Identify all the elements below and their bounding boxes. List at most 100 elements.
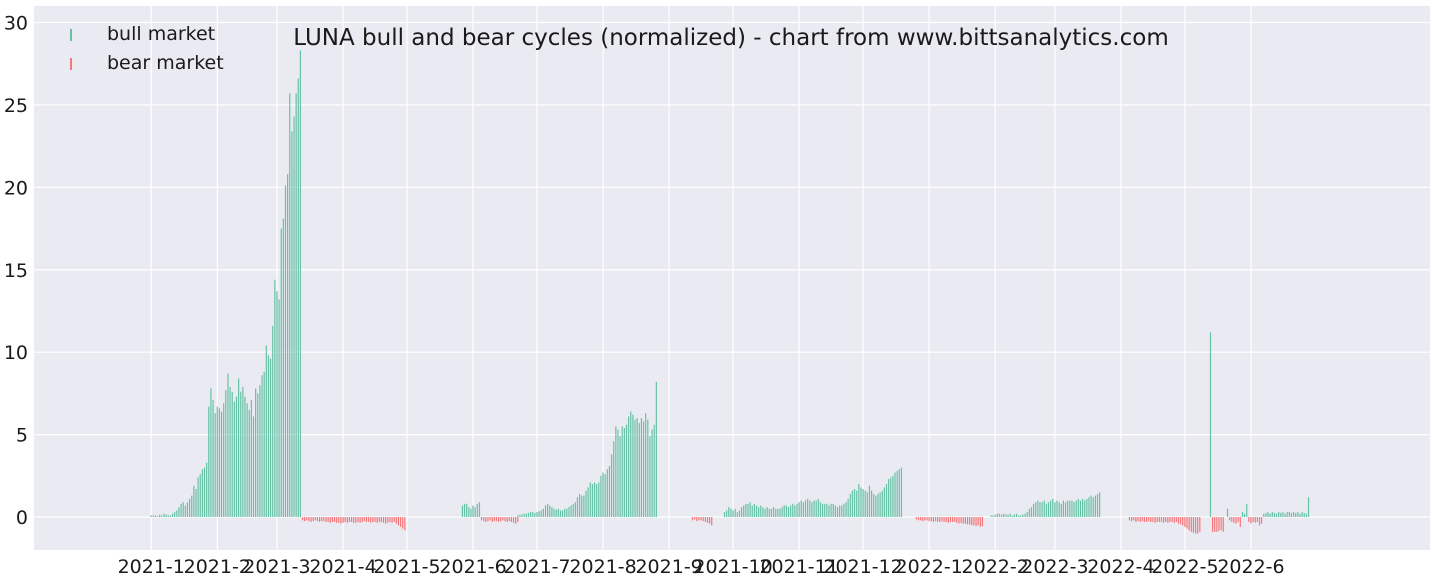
bull-bar — [602, 472, 604, 518]
bear-bar — [930, 517, 932, 522]
bear-bar — [1231, 517, 1233, 522]
bear-bar — [1128, 517, 1131, 521]
bull-bar — [745, 503, 747, 518]
y-tick-label: 15 — [4, 260, 28, 282]
bull-bar — [248, 409, 250, 518]
x-tick-label: 2021-10 — [693, 556, 772, 578]
bull-bar — [736, 512, 738, 518]
bull-bar — [1079, 500, 1082, 518]
bull-bar — [1024, 513, 1026, 518]
bull-bar — [998, 513, 1001, 518]
bull-bar — [794, 505, 796, 518]
bull-bar — [798, 502, 800, 518]
bear-bar — [1194, 517, 1197, 534]
bear-bar — [979, 517, 981, 527]
bear-bar — [502, 517, 504, 521]
bull-bar — [1088, 497, 1090, 518]
bear-bar — [493, 517, 495, 522]
bear-bar — [393, 517, 395, 522]
bull-bar — [890, 477, 892, 518]
bull-bar — [608, 465, 611, 518]
bear-bar — [370, 517, 372, 523]
bull-bar — [1001, 514, 1003, 518]
bull-bar — [529, 512, 532, 518]
bear-bar — [397, 517, 400, 526]
bear-bar — [344, 517, 346, 522]
bull-bar — [815, 500, 817, 518]
x-tick-label: 2022-1 — [895, 556, 962, 578]
bear-bar — [1150, 517, 1152, 522]
bull-bar — [478, 502, 481, 518]
bull-bar — [547, 503, 549, 518]
bear-bar — [941, 517, 943, 522]
bear-bar — [382, 517, 385, 523]
bull-bar — [282, 218, 284, 518]
bull-bar — [1075, 500, 1077, 518]
bear-bar — [512, 517, 515, 523]
bull-bar — [1069, 500, 1071, 518]
bull-bar — [768, 508, 770, 518]
bull-bar — [1269, 513, 1271, 518]
bear-bar — [1162, 517, 1165, 523]
bear-bar — [1261, 517, 1263, 524]
bull-bar — [572, 503, 574, 518]
bear-bar — [928, 517, 930, 522]
bear-bar — [924, 517, 926, 521]
bear-bar — [318, 517, 321, 522]
bull-bar — [1084, 500, 1086, 518]
y-tick-label: 0 — [16, 507, 28, 529]
bull-bar — [532, 512, 534, 518]
bear-bar — [1145, 517, 1148, 522]
bear-bar — [1254, 517, 1256, 523]
bull-bar — [900, 467, 903, 518]
bear-bar — [1252, 517, 1254, 522]
bear-bar — [321, 517, 323, 522]
x-tick-label: 2021-12 — [823, 556, 902, 578]
bear-bar — [355, 517, 357, 523]
bull-bar — [758, 507, 760, 518]
bear-bar — [937, 517, 939, 522]
bull-bar — [191, 495, 193, 518]
bear-bar — [1233, 517, 1235, 523]
bull-bar — [163, 513, 165, 518]
bear-bar — [1220, 517, 1222, 531]
bull-bar — [1073, 502, 1075, 518]
bull-bar — [1013, 514, 1015, 518]
bull-bar — [743, 505, 745, 518]
bear-bar — [704, 517, 706, 522]
bull-bar — [836, 507, 839, 518]
bull-bar — [566, 508, 568, 518]
bear-bar — [691, 517, 694, 521]
bear-bar — [1141, 517, 1143, 522]
bear-bar — [306, 517, 308, 521]
bull-bar — [1018, 515, 1020, 518]
bull-bar — [218, 408, 221, 518]
bull-bar — [800, 500, 802, 518]
x-tick-label: 2022-5 — [1151, 556, 1218, 578]
bear-bar — [1158, 517, 1160, 522]
x-tick-label: 2021-4 — [309, 556, 376, 578]
bear-bar — [487, 517, 489, 522]
bull-bar — [559, 510, 562, 518]
bull-bar — [596, 484, 598, 518]
bull-bar — [274, 279, 276, 518]
bull-bar — [762, 507, 764, 518]
bull-bar — [291, 131, 293, 518]
bear-bar — [709, 517, 711, 524]
bull-bar — [1039, 502, 1041, 518]
bull-bar — [732, 510, 734, 518]
bull-bar — [1022, 514, 1024, 518]
bear-bar — [1237, 517, 1239, 522]
bull-bar — [551, 507, 553, 518]
bull-bar — [1020, 515, 1022, 518]
bull-bar — [1280, 512, 1282, 518]
bear-bar — [1216, 517, 1218, 532]
bull-bar — [868, 485, 871, 518]
bull-bar — [787, 507, 790, 518]
bull-bar — [1009, 513, 1011, 518]
bull-bar — [157, 516, 159, 518]
bull-bar — [811, 502, 813, 518]
bull-bar — [223, 403, 225, 518]
bull-bar — [544, 505, 547, 518]
